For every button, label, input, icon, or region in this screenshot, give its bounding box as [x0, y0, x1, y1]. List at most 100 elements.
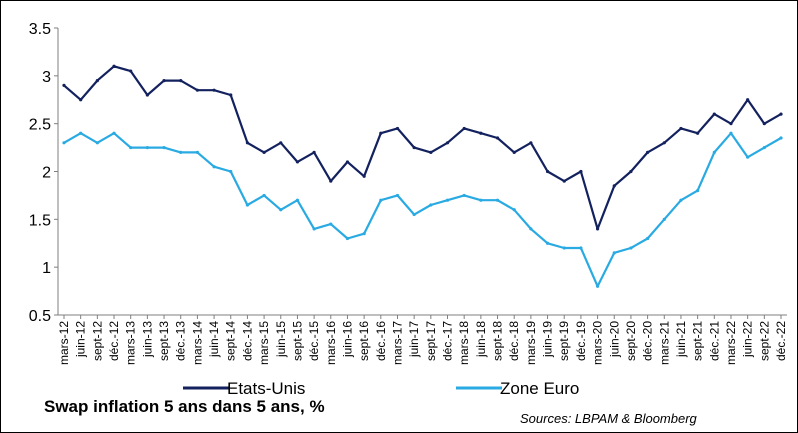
data-point: [762, 122, 766, 126]
x-tick-label: juin-15: [274, 321, 288, 358]
x-tick-label: juin-12: [74, 321, 88, 358]
data-point: [529, 141, 533, 145]
y-tick-label: 3.5: [29, 21, 51, 38]
x-tick-label: sept-17: [424, 321, 438, 361]
x-tick-label: mars-18: [457, 321, 471, 365]
data-point: [512, 150, 516, 154]
data-point: [462, 193, 466, 198]
data-point: [729, 131, 733, 135]
x-tick-label: mars-15: [257, 321, 271, 365]
data-point: [612, 184, 616, 188]
x-tick-label: déc.-13: [174, 321, 188, 361]
data-point: [95, 141, 99, 145]
data-point: [195, 150, 199, 154]
data-point: [495, 136, 500, 140]
x-tick-label: déc.-22: [774, 321, 788, 361]
data-point: [529, 227, 533, 231]
data-point: [395, 193, 400, 198]
data-point: [62, 141, 66, 145]
series-line-etats-unis: [63, 65, 782, 230]
legend-label: Etats-Unis: [227, 379, 305, 398]
data-point: [245, 203, 250, 207]
x-tick-label: mars-13: [124, 321, 138, 365]
data-point: [545, 241, 550, 245]
data-point: [279, 208, 283, 212]
data-point: [629, 246, 633, 250]
data-point: [612, 251, 616, 255]
data-point: [662, 217, 666, 221]
data-point: [562, 179, 566, 183]
data-point: [412, 212, 416, 217]
data-point: [79, 131, 83, 135]
data-point: [112, 64, 116, 68]
data-point: [162, 145, 166, 150]
data-point: [679, 126, 683, 131]
x-tick-label: juin-20: [607, 321, 621, 358]
data-point: [295, 160, 300, 164]
data-point: [562, 246, 566, 250]
data-point: [212, 165, 216, 169]
y-tick-label: 3: [42, 69, 51, 86]
legend-label: Zone Euro: [500, 379, 579, 398]
data-point: [595, 284, 600, 288]
x-tick-label: juin-14: [207, 321, 221, 358]
data-point: [395, 126, 400, 131]
data-point: [712, 112, 716, 116]
x-tick-label: sept-21: [691, 321, 705, 361]
data-point: [445, 198, 450, 202]
data-point: [312, 150, 316, 154]
x-tick-label: mars-16: [324, 321, 338, 365]
y-tick-label: 1: [42, 260, 51, 277]
data-point: [345, 160, 350, 164]
data-point: [579, 246, 583, 250]
data-point: [229, 169, 233, 174]
data-point: [696, 189, 700, 193]
data-point: [62, 83, 66, 87]
x-tick-label: sept-19: [557, 321, 571, 361]
data-point: [212, 88, 216, 92]
data-point: [545, 169, 550, 174]
data-point: [279, 141, 283, 145]
x-tick-label: sept-15: [290, 321, 304, 361]
data-point: [312, 227, 316, 231]
data-point: [479, 131, 483, 135]
x-tick-label: juin-22: [741, 321, 755, 358]
data-point: [479, 198, 483, 202]
x-tick-label: sept-16: [357, 321, 371, 361]
chart-title: Swap inflation 5 ans dans 5 ans, %: [44, 397, 325, 416]
data-point: [429, 203, 433, 207]
data-point: [679, 198, 683, 202]
x-tick-label: mars-22: [724, 321, 738, 365]
data-point: [345, 236, 350, 241]
data-point: [746, 155, 750, 159]
data-point: [462, 126, 466, 131]
x-tick-label: sept-12: [90, 321, 104, 361]
x-tick-label: juin-21: [674, 321, 688, 358]
data-point: [295, 198, 300, 202]
x-tick-label: déc.-16: [374, 321, 388, 361]
data-point: [329, 179, 333, 183]
data-point: [95, 79, 99, 83]
data-point: [646, 150, 650, 154]
data-point: [245, 141, 250, 145]
x-tick-label: déc.-12: [107, 321, 121, 361]
x-tick-label: sept-13: [157, 321, 171, 361]
x-tick-label: mars-17: [390, 321, 404, 365]
data-point: [145, 145, 149, 150]
data-point: [495, 198, 500, 202]
data-point: [512, 208, 516, 212]
data-point: [412, 145, 416, 150]
data-point: [329, 222, 333, 226]
x-tick-label: déc.-19: [574, 321, 588, 361]
data-point: [379, 131, 383, 135]
data-point: [662, 141, 666, 145]
x-tick-label: mars-21: [657, 321, 671, 365]
data-point: [579, 169, 583, 174]
data-point: [362, 174, 366, 178]
x-tick-label: mars-12: [57, 321, 71, 365]
data-point: [696, 131, 700, 135]
data-point: [129, 69, 133, 73]
x-tick-label: sept-20: [624, 321, 638, 361]
x-tick-label: juin-18: [474, 321, 488, 358]
